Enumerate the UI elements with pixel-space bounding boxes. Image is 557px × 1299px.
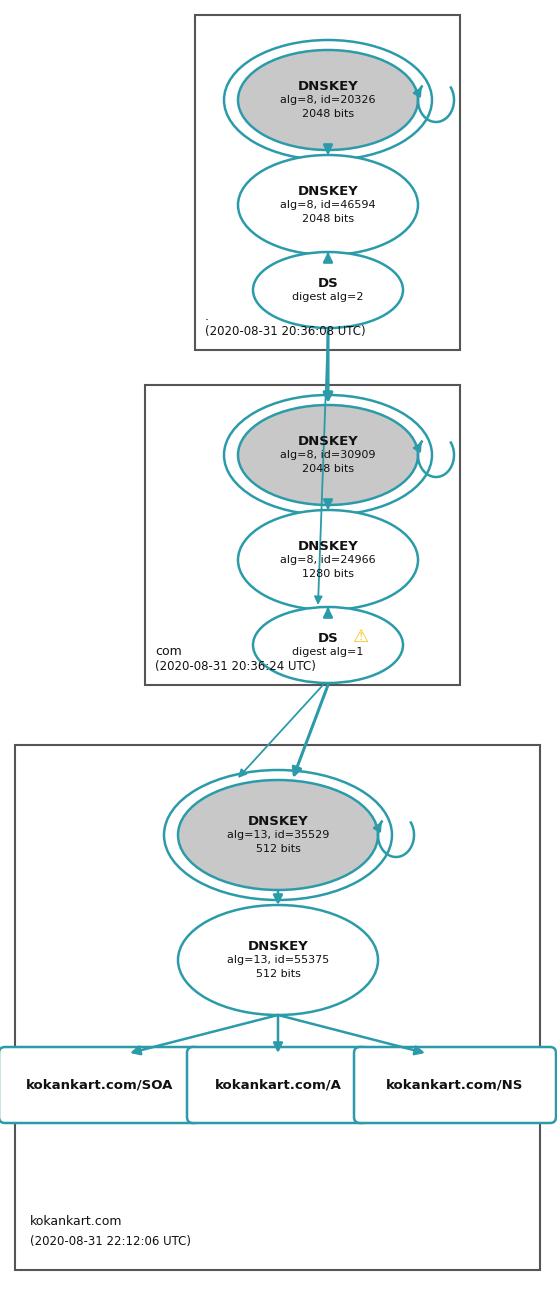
Text: kokankart.com/SOA: kokankart.com/SOA [26, 1078, 174, 1091]
Text: (2020-08-31 20:36:24 UTC): (2020-08-31 20:36:24 UTC) [155, 660, 316, 673]
Text: alg=8, id=46594: alg=8, id=46594 [280, 200, 376, 210]
Text: (2020-08-31 20:36:08 UTC): (2020-08-31 20:36:08 UTC) [205, 325, 365, 338]
Ellipse shape [253, 607, 403, 683]
Ellipse shape [178, 905, 378, 1015]
Text: DNSKEY: DNSKEY [248, 814, 309, 827]
Text: 1280 bits: 1280 bits [302, 569, 354, 579]
Text: DNSKEY: DNSKEY [297, 434, 358, 447]
Text: 2048 bits: 2048 bits [302, 464, 354, 474]
FancyBboxPatch shape [354, 1047, 556, 1124]
Text: alg=8, id=24966: alg=8, id=24966 [280, 555, 376, 565]
Bar [145, 385, 460, 685]
Text: alg=13, id=55375: alg=13, id=55375 [227, 955, 329, 965]
Text: 512 bits: 512 bits [256, 844, 300, 853]
Text: 512 bits: 512 bits [256, 969, 300, 979]
Text: 2048 bits: 2048 bits [302, 214, 354, 223]
Text: alg=8, id=20326: alg=8, id=20326 [280, 95, 376, 105]
Ellipse shape [238, 511, 418, 611]
Ellipse shape [238, 155, 418, 255]
FancyBboxPatch shape [0, 1047, 201, 1124]
Text: (2020-08-31 22:12:06 UTC): (2020-08-31 22:12:06 UTC) [30, 1235, 191, 1248]
Text: digest alg=2: digest alg=2 [292, 292, 364, 301]
Ellipse shape [238, 405, 418, 505]
Text: DS: DS [317, 277, 338, 290]
Text: kokankart.com/NS: kokankart.com/NS [387, 1078, 524, 1091]
Bar [15, 746, 540, 1270]
Ellipse shape [178, 779, 378, 890]
Text: alg=8, id=30909: alg=8, id=30909 [280, 449, 376, 460]
FancyBboxPatch shape [187, 1047, 369, 1124]
Text: alg=13, id=35529: alg=13, id=35529 [227, 830, 329, 840]
Ellipse shape [238, 49, 418, 149]
Text: ⚠: ⚠ [352, 627, 368, 646]
Bar [195, 16, 460, 349]
Text: DNSKEY: DNSKEY [297, 79, 358, 92]
Text: kokankart.com/A: kokankart.com/A [214, 1078, 341, 1091]
Text: DNSKEY: DNSKEY [297, 539, 358, 552]
Text: digest alg=1: digest alg=1 [292, 647, 364, 657]
Text: com: com [155, 646, 182, 659]
Text: 2048 bits: 2048 bits [302, 109, 354, 120]
Text: .: . [205, 310, 209, 323]
Text: DNSKEY: DNSKEY [248, 939, 309, 952]
Text: DNSKEY: DNSKEY [297, 184, 358, 197]
Text: kokankart.com: kokankart.com [30, 1215, 123, 1228]
Ellipse shape [253, 252, 403, 329]
Text: DS: DS [317, 631, 338, 644]
